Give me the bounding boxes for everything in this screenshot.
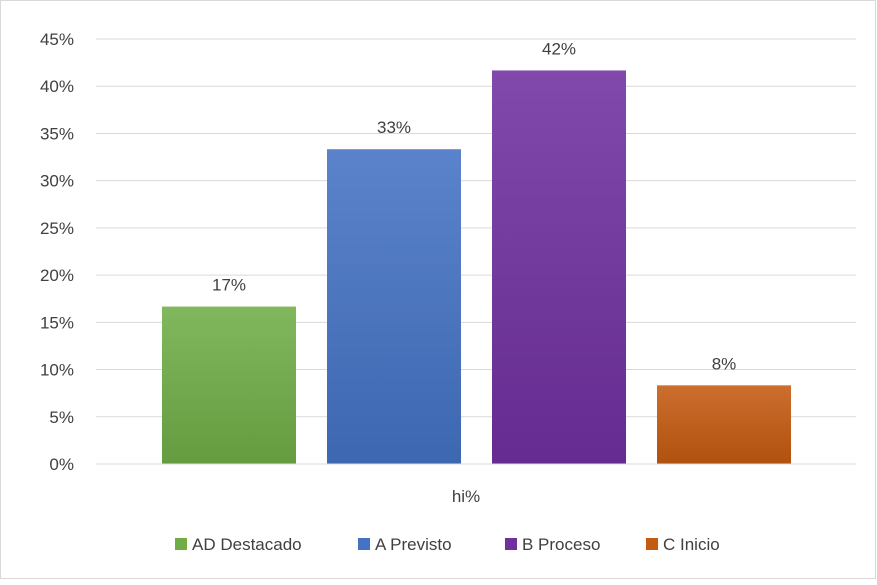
legend-item-c-inicio: C Inicio xyxy=(646,535,720,554)
y-tick-label: 0% xyxy=(49,455,74,474)
y-tick-label: 15% xyxy=(40,313,74,332)
legend-label: AD Destacado xyxy=(192,535,302,554)
y-tick-label: 30% xyxy=(40,172,74,191)
legend-item-a-previsto: A Previsto xyxy=(358,535,452,554)
data-label-c-inicio: 8% xyxy=(712,354,737,373)
legend: AD Destacado A Previsto B Proceso C Inicio xyxy=(175,535,720,554)
data-labels: 17% 33% 42% 8% xyxy=(212,39,736,373)
y-tick-label: 5% xyxy=(49,408,74,427)
bar-ad-destacado xyxy=(162,306,296,464)
data-label-a-previsto: 33% xyxy=(377,118,411,137)
y-tick-label: 40% xyxy=(40,77,74,96)
y-tick-label: 25% xyxy=(40,219,74,238)
y-tick-label: 35% xyxy=(40,124,74,143)
y-axis-tick-labels: 0% 5% 10% 15% 20% 25% 30% 35% 40% 45% xyxy=(40,30,74,474)
y-tick-label: 45% xyxy=(40,30,74,49)
bar-c-inicio xyxy=(657,385,791,464)
legend-label: B Proceso xyxy=(522,535,600,554)
legend-swatch xyxy=(358,538,370,550)
legend-item-b-proceso: B Proceso xyxy=(505,535,600,554)
y-tick-label: 10% xyxy=(40,361,74,380)
bar-a-previsto xyxy=(327,149,461,464)
bar-b-proceso xyxy=(492,70,626,464)
legend-label: C Inicio xyxy=(663,535,720,554)
legend-item-ad-destacado: AD Destacado xyxy=(175,535,302,554)
legend-label: A Previsto xyxy=(375,535,452,554)
legend-swatch xyxy=(175,538,187,550)
y-tick-label: 20% xyxy=(40,266,74,285)
legend-swatch xyxy=(646,538,658,550)
legend-swatch xyxy=(505,538,517,550)
data-label-ad-destacado: 17% xyxy=(212,276,246,295)
bars xyxy=(162,70,791,464)
x-axis-category-label: hi% xyxy=(452,487,480,506)
data-label-b-proceso: 42% xyxy=(542,39,576,58)
